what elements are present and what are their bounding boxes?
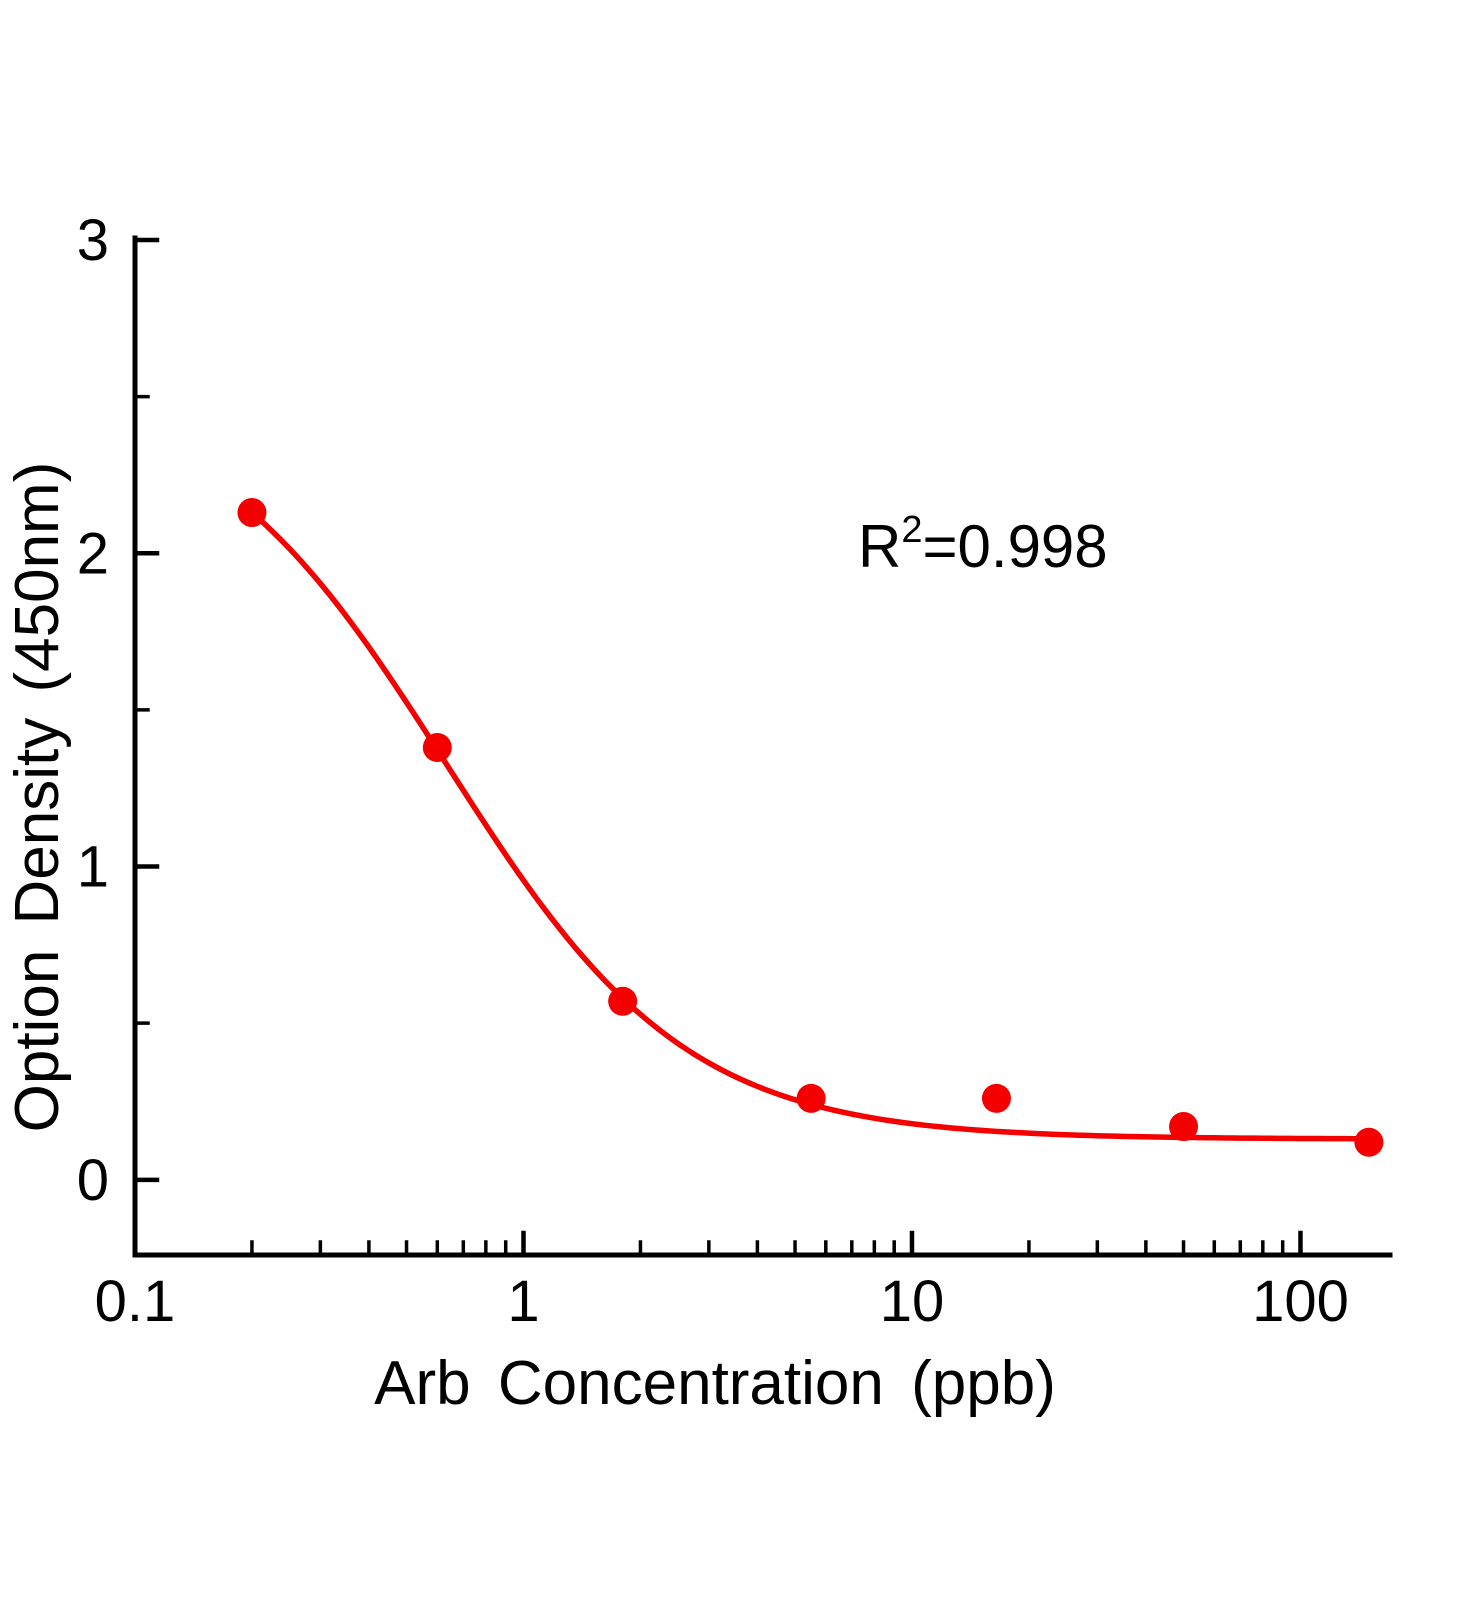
data-point — [1169, 1112, 1199, 1142]
data-point — [1354, 1127, 1384, 1157]
y-tick-label: 2 — [77, 521, 109, 586]
y-tick-label: 0 — [77, 1148, 109, 1213]
fit-curve — [249, 509, 1378, 1142]
y-axis-title: Option Density (450nm) — [3, 461, 72, 1133]
y-tick-label: 3 — [77, 208, 109, 273]
y-tick-label: 1 — [77, 835, 109, 900]
r-squared-value: =0.998 — [922, 513, 1108, 580]
x-tick-label: 0.1 — [95, 1269, 176, 1334]
x-tick-label: 1 — [507, 1269, 539, 1334]
data-point — [796, 1083, 826, 1113]
r-squared-base: R — [858, 513, 902, 580]
data-point — [981, 1083, 1011, 1113]
r-squared-annotation: R2=0.998 — [858, 509, 1108, 581]
x-tick-label: 100 — [1252, 1269, 1349, 1334]
x-tick-label: 10 — [880, 1269, 945, 1334]
data-point — [237, 498, 267, 528]
r-squared-exponent: 2 — [901, 509, 923, 551]
data-point — [608, 986, 638, 1016]
x-axis-title: Arb Concentration (ppb) — [374, 1349, 1056, 1418]
data-point — [422, 733, 452, 762]
